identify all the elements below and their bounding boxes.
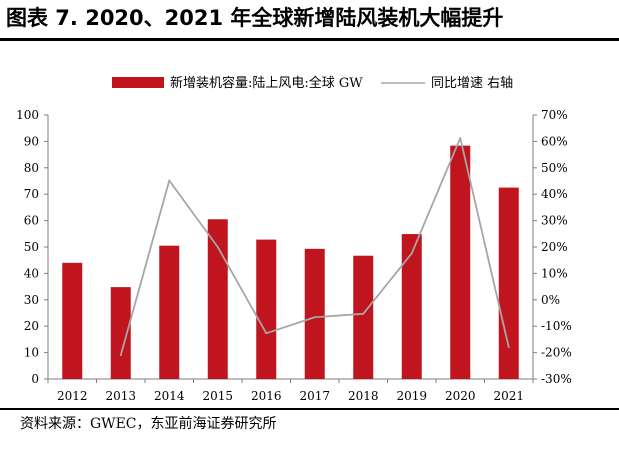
figure-title: 图表 7. 2020、2021 年全球新增陆风装机大幅提升 bbox=[6, 6, 504, 30]
y-right-tick-label: 10% bbox=[541, 266, 568, 280]
y-left-tick-label: 90 bbox=[24, 134, 39, 148]
x-tick-label: 2016 bbox=[251, 389, 282, 403]
x-tick-label: 2021 bbox=[493, 389, 524, 403]
bar-2020 bbox=[450, 145, 471, 379]
bar-2021 bbox=[498, 187, 519, 379]
bar-2019 bbox=[401, 234, 422, 379]
y-left-tick-label: 30 bbox=[24, 293, 39, 307]
x-tick-label: 2020 bbox=[445, 389, 476, 403]
y-right-tick-label: 50% bbox=[541, 161, 568, 175]
line-series bbox=[119, 137, 510, 357]
x-tick-label: 2012 bbox=[57, 389, 88, 403]
source-note: 资料来源：GWEC，东亚前海证券研究所 bbox=[20, 416, 277, 432]
bar-2014 bbox=[159, 245, 180, 379]
legend-line-label: 同比增速 右轴 bbox=[431, 76, 513, 91]
axes: 0 10 20 30 40 50 60 70 80 90 100 -30% -20% -10% 0% 10% 2… bbox=[16, 108, 572, 403]
legend-bar-swatch bbox=[112, 77, 164, 88]
bar-series bbox=[62, 145, 519, 379]
x-tick-label: 2019 bbox=[396, 389, 427, 403]
x-tick-label: 2018 bbox=[348, 389, 379, 403]
y-left-tick-label: 60 bbox=[24, 214, 39, 228]
y-left-tick-label: 0 bbox=[31, 372, 39, 386]
y-right-tick-label: 60% bbox=[541, 134, 568, 148]
legend-bar-label: 新增装机容量:陆上风电:全球 GW bbox=[170, 75, 363, 91]
growth-point-2019 bbox=[410, 252, 413, 255]
y-left-tick-label: 80 bbox=[24, 161, 39, 175]
y-left-tick-label: 20 bbox=[24, 319, 39, 333]
legend: 新增装机容量:陆上风电:全球 GW 同比增速 右轴 bbox=[112, 75, 513, 91]
y-right-tick-label: 20% bbox=[541, 240, 568, 254]
x-tick-label: 2014 bbox=[154, 389, 185, 403]
y-right-tick-label: 40% bbox=[541, 187, 568, 201]
growth-point-2021 bbox=[507, 346, 510, 349]
title-rule bbox=[0, 38, 619, 41]
x-tick-label: 2013 bbox=[105, 389, 136, 403]
y-left-tick-label: 100 bbox=[16, 108, 39, 122]
growth-point-2018 bbox=[362, 312, 365, 315]
bar-2012 bbox=[62, 262, 83, 379]
growth-point-2016 bbox=[265, 332, 268, 335]
bar-2018 bbox=[353, 255, 374, 379]
bar-2013 bbox=[110, 287, 131, 379]
bar-2016 bbox=[256, 239, 277, 379]
y-left-tick-label: 70 bbox=[24, 187, 39, 201]
y-right-tick-label: -30% bbox=[541, 372, 572, 386]
y-right-tick-label: -20% bbox=[541, 346, 572, 360]
y-right-tick-label: 70% bbox=[541, 108, 568, 122]
growth-point-2020 bbox=[459, 137, 462, 139]
y-left-tick-label: 10 bbox=[24, 346, 39, 360]
bar-2015 bbox=[207, 219, 228, 379]
y-left-tick-label: 40 bbox=[24, 266, 39, 280]
y-right-tick-label: -10% bbox=[541, 319, 572, 333]
x-tick-label: 2017 bbox=[299, 389, 330, 403]
bar-2017 bbox=[304, 248, 325, 379]
y-right-tick-label: 30% bbox=[541, 214, 568, 228]
growth-point-2013 bbox=[119, 354, 122, 357]
growth-point-2015 bbox=[216, 246, 219, 248]
source-rule bbox=[0, 408, 619, 410]
y-left-tick-label: 50 bbox=[24, 240, 39, 254]
growth-point-2017 bbox=[313, 316, 316, 319]
growth-point-2014 bbox=[168, 179, 171, 182]
y-right-tick-label: 0% bbox=[541, 293, 560, 307]
x-tick-label: 2015 bbox=[202, 389, 233, 403]
